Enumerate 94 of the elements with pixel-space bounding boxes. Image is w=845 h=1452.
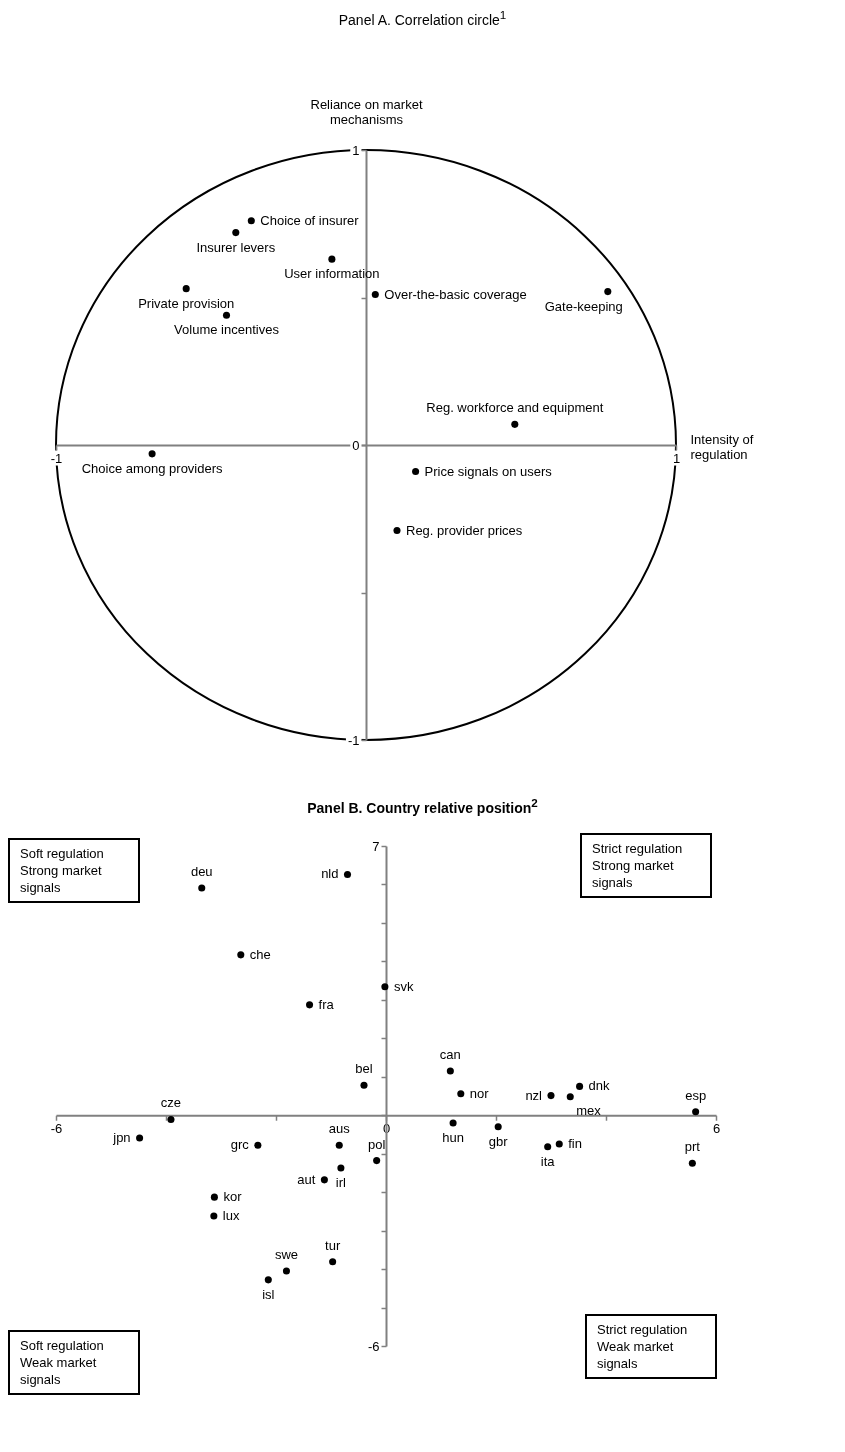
annotation: jpn — [112, 1130, 131, 1146]
annotation: aus — [328, 1121, 351, 1137]
annotation: Gate-keeping — [544, 298, 623, 314]
y-tick-label: 0 — [352, 437, 360, 453]
point — [328, 255, 336, 263]
annotation: aut — [297, 1172, 316, 1188]
point — [148, 449, 156, 458]
annotation: bel — [355, 1061, 373, 1077]
point — [566, 1093, 574, 1101]
point — [222, 311, 231, 319]
point — [247, 216, 255, 224]
annotation: dnk — [588, 1078, 611, 1094]
text-box: Strict regulation Strong market signals — [580, 832, 712, 898]
point — [335, 1142, 343, 1150]
point — [232, 228, 240, 236]
point — [547, 1092, 555, 1100]
point — [604, 287, 612, 295]
annotation: deu — [190, 864, 213, 880]
annotation: svk — [393, 979, 414, 995]
y-axis-title: Reliance on market mechanisms — [310, 96, 423, 127]
annotation: pol — [367, 1136, 386, 1152]
annotation: ita — [540, 1154, 556, 1170]
annotation: Volume incentives — [174, 321, 280, 337]
text-box: Strict regulation Weak market signals — [585, 1314, 717, 1380]
annotation: cze — [160, 1095, 182, 1111]
point — [237, 951, 245, 959]
annotation: che — [249, 947, 271, 963]
annotation: mex — [576, 1103, 602, 1119]
annotation: nzl — [525, 1087, 543, 1103]
annotation: User information — [284, 265, 380, 281]
point — [412, 467, 420, 475]
annotation: tur — [325, 1238, 341, 1254]
point — [457, 1090, 465, 1098]
point — [360, 1082, 368, 1090]
point — [494, 1123, 502, 1131]
annotation: fra — [318, 997, 335, 1013]
chart-title: Panel A. Correlation circle$^{1}$ — [337, 7, 508, 28]
point — [167, 1116, 175, 1124]
y-tick-label: -1 — [347, 732, 360, 748]
point — [210, 1212, 218, 1220]
annotation: esp — [685, 1088, 707, 1104]
annotation: kor — [223, 1189, 243, 1205]
x-tick-label: 6 — [712, 1121, 721, 1137]
annotation: hun — [442, 1130, 464, 1146]
annotation: gbr — [488, 1134, 509, 1150]
point — [449, 1119, 457, 1127]
y-tick-label: 7 — [372, 838, 380, 854]
annotation: fin — [568, 1136, 582, 1152]
x-axis-title: Intensity of regulation — [690, 431, 754, 462]
point — [198, 884, 206, 892]
annotation: Reg. provider prices — [406, 522, 523, 538]
point — [576, 1083, 584, 1091]
annotation: Reg. workforce and equipment — [426, 400, 604, 416]
annotation: prt — [684, 1139, 701, 1155]
point — [320, 1176, 328, 1184]
point — [373, 1157, 381, 1165]
text-box: Soft regulation Strong market signals — [8, 837, 140, 903]
point — [544, 1143, 552, 1151]
annotation: isl — [262, 1287, 275, 1303]
point — [136, 1134, 144, 1142]
annotation: lux — [222, 1208, 240, 1224]
annotation: Over-the-basic coverage — [384, 286, 527, 302]
point — [692, 1108, 700, 1116]
point — [381, 983, 389, 991]
annotation: Price signals on users — [424, 463, 553, 479]
point — [511, 420, 519, 428]
annotation: grc — [230, 1137, 250, 1153]
point — [371, 290, 379, 298]
annotation: swe — [274, 1247, 299, 1263]
annotation: irl — [335, 1175, 347, 1191]
annotation: Private provision — [138, 295, 235, 311]
point — [393, 526, 401, 534]
x-tick-label: -6 — [50, 1121, 63, 1137]
point — [329, 1258, 337, 1266]
point — [264, 1276, 272, 1284]
point — [282, 1267, 290, 1275]
point — [688, 1160, 696, 1168]
point — [555, 1140, 563, 1148]
text-box: Soft regulation Weak market signals — [8, 1330, 140, 1396]
chart-title: Panel B. Country relative position$^{2}$ — [306, 794, 539, 816]
annotation: nld — [321, 866, 339, 882]
annotation: nor — [469, 1086, 490, 1101]
y-tick-label: 1 — [352, 142, 360, 158]
annotation: Choice among providers — [81, 460, 224, 476]
point — [182, 284, 190, 292]
point — [306, 1001, 314, 1009]
point — [337, 1164, 345, 1172]
annotation: can — [439, 1047, 461, 1063]
point — [254, 1142, 262, 1150]
annotation: Choice of insurer — [260, 212, 360, 228]
point — [446, 1067, 454, 1075]
point — [343, 871, 352, 879]
annotation: Insurer levers — [196, 239, 276, 255]
point — [210, 1193, 218, 1201]
